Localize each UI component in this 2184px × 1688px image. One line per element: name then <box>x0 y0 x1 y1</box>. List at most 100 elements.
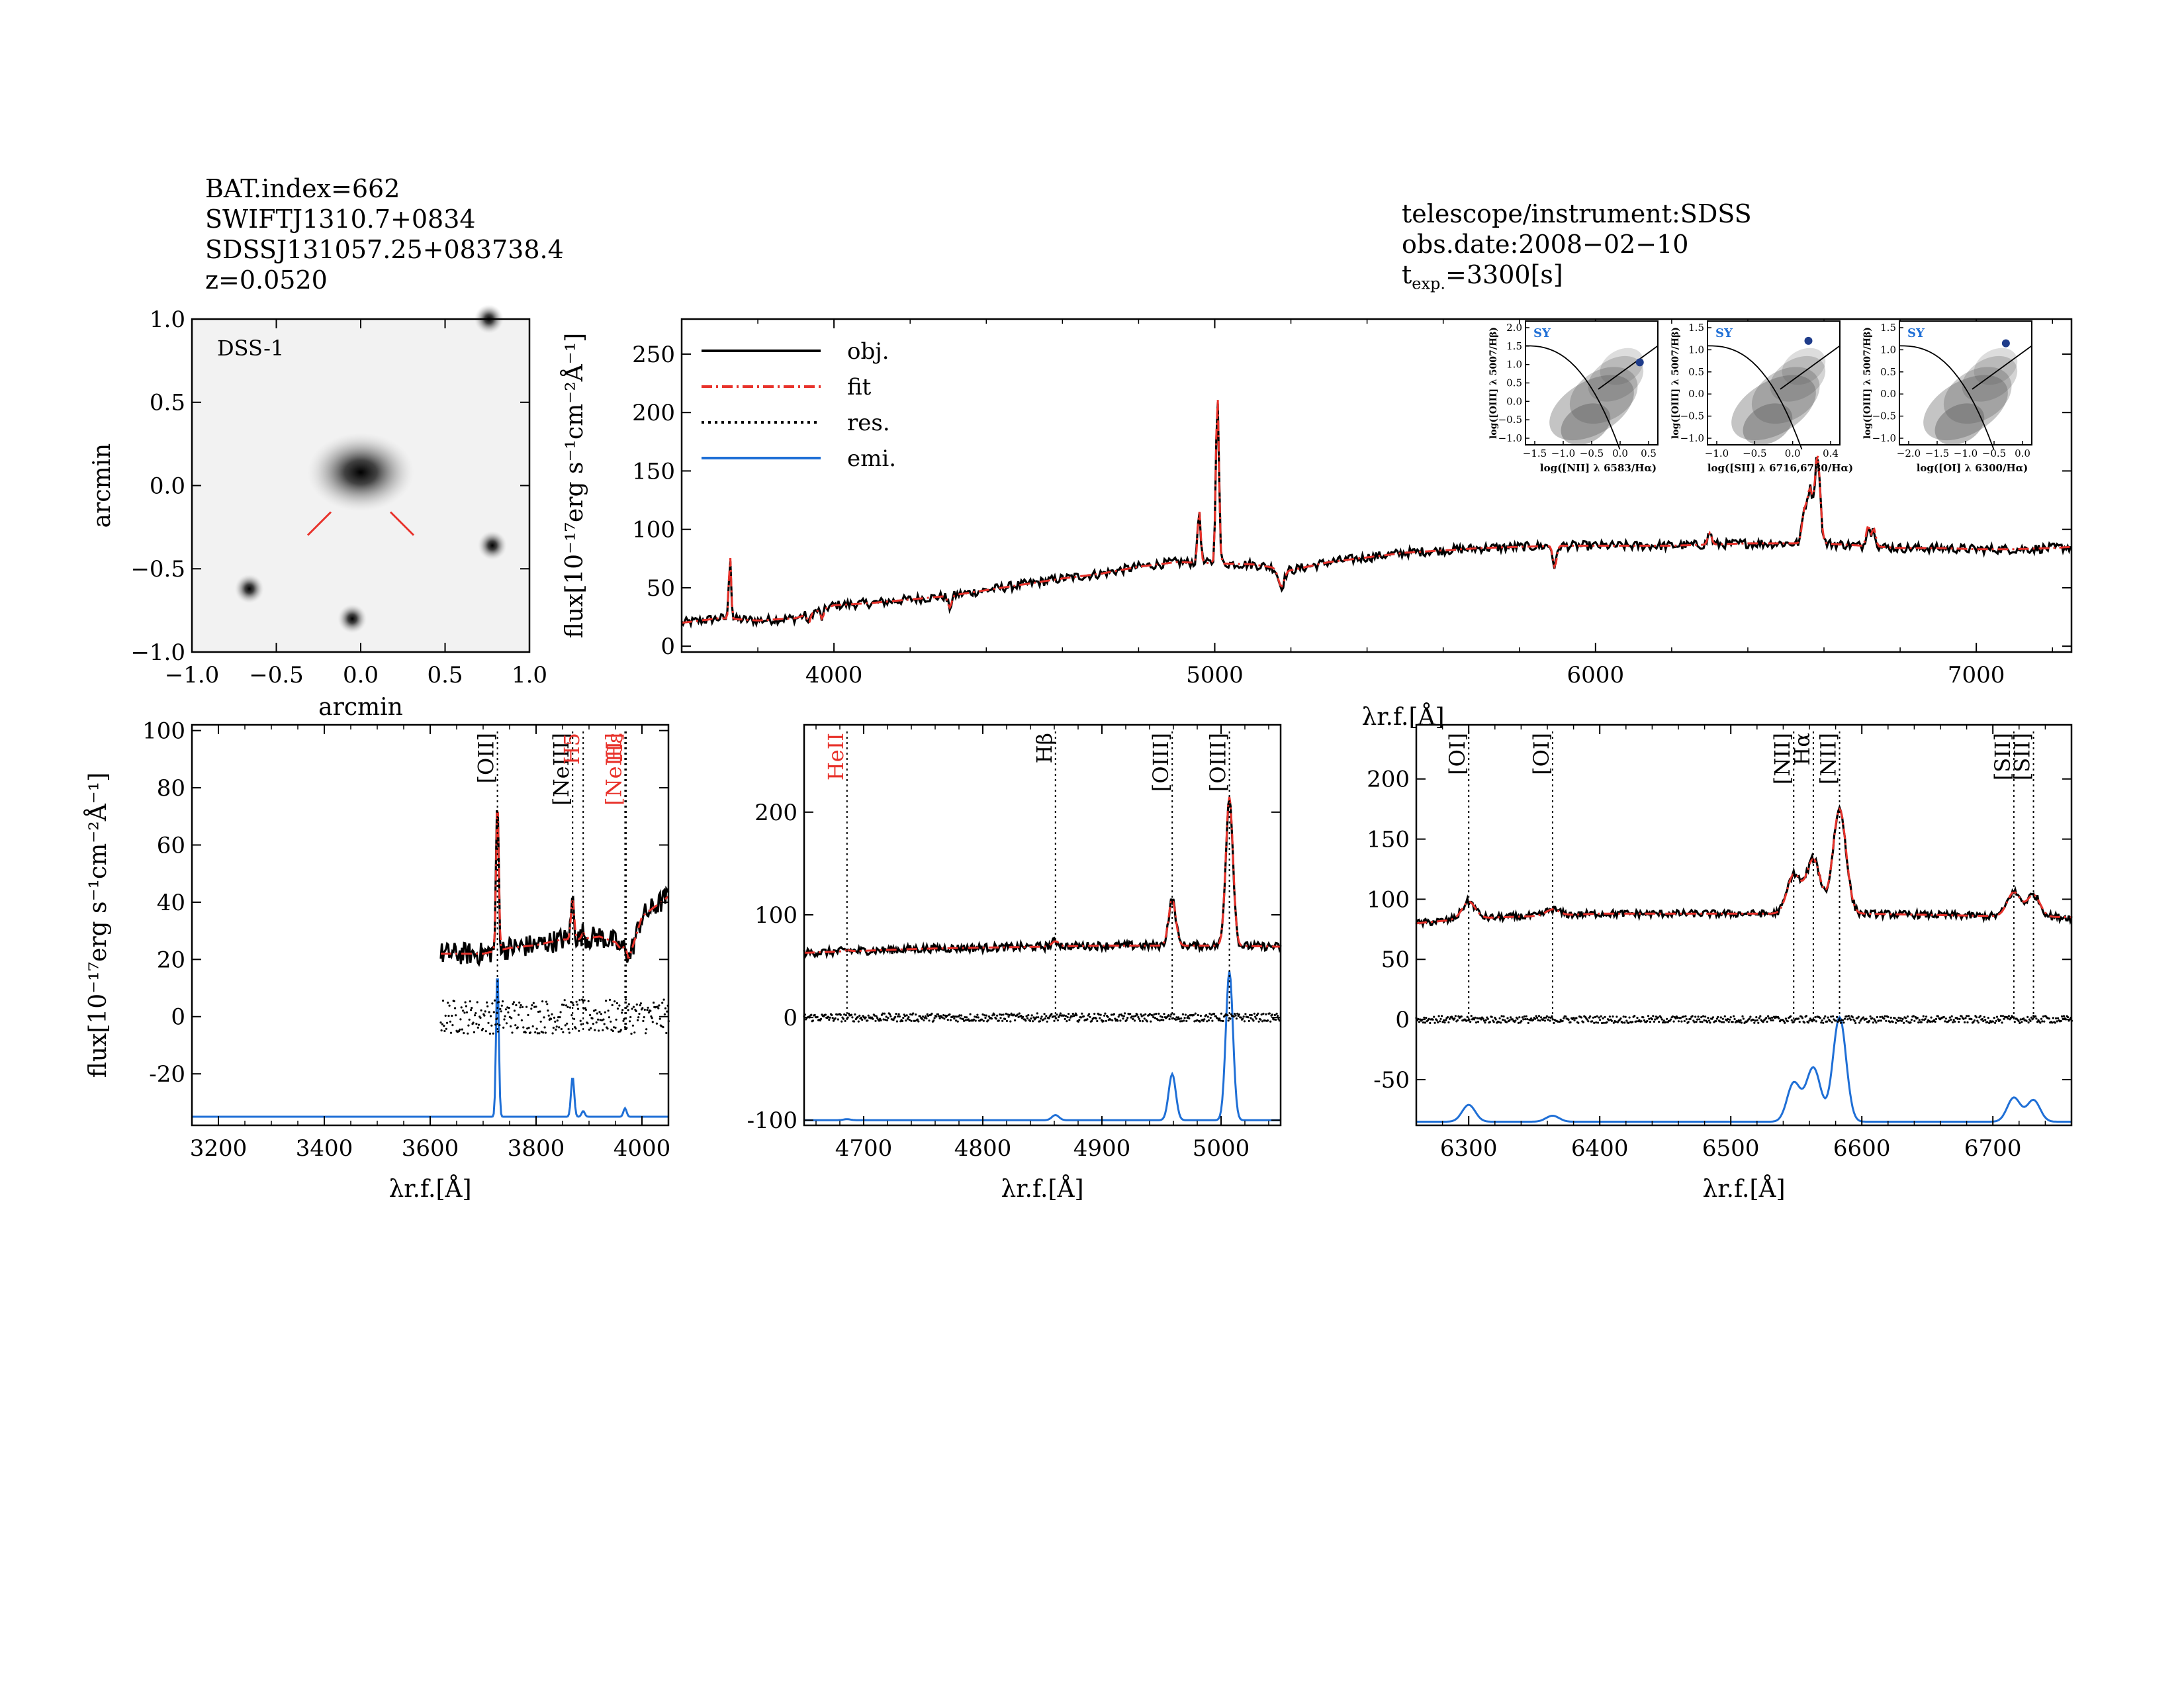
bpt-oi-xlabel: log([OI] λ 6300/Hα) <box>1917 462 2028 474</box>
zoom-oiii-residual-point <box>953 1017 956 1020</box>
zoom-oii-residual-point <box>551 1013 553 1015</box>
bpt-oi-panel: SY −2.0 −1.5 −1.0 −0.5 0.0 1.5 1.0 0.5 0.0 −0.5 −1.… <box>1862 320 2032 474</box>
zoom-halpha-residual-point <box>1811 1020 1813 1023</box>
zoom-oiii-residual-point <box>1032 1020 1034 1023</box>
zoom-halpha-xtick-label: 6600 <box>1833 1135 1891 1162</box>
zoom-halpha-residual-point <box>1753 1021 1756 1024</box>
zoom-halpha-residual-point <box>1952 1021 1954 1023</box>
zoom-halpha-residual-point <box>1474 1016 1477 1019</box>
zoom-oii-residual-point <box>595 1021 598 1024</box>
zoom-halpha-residual-point <box>1537 1019 1539 1021</box>
bpt-nii-kewley-curve <box>1525 345 1621 450</box>
zoom-halpha-residual-point <box>1767 1015 1770 1017</box>
zoom-oiii-residual-point <box>839 1013 842 1016</box>
zoom-oiii-residual-point <box>1153 1013 1156 1015</box>
zoom-oii-residual-point <box>491 1002 494 1005</box>
zoom-oiii-residual-point <box>907 1016 910 1019</box>
zoom-oiii-residual-point <box>1107 1015 1109 1018</box>
full-spectrum-series-fit <box>681 399 2071 624</box>
zoom-oiii-residual-point <box>1097 1013 1101 1016</box>
zoom-halpha-residual-point <box>2005 1015 2008 1019</box>
zoom-oiii-residual-point <box>1142 1020 1144 1023</box>
zoom-oii-residual-point <box>510 1017 513 1019</box>
zoom-halpha-residual-point <box>1651 1018 1653 1021</box>
zoom-halpha-residual-point <box>1565 1015 1567 1018</box>
zoom-halpha-residual-point <box>1702 1015 1705 1017</box>
zoom-oiii-residual-point <box>844 1014 847 1017</box>
zoom-halpha-residual-point <box>1580 1016 1583 1019</box>
zoom-oiii-residual-point <box>1086 1018 1089 1021</box>
zoom-oii-residual-point <box>560 1027 563 1031</box>
dss-panel-label: DSS-1 <box>217 336 284 361</box>
zoom-oiii-residual-point <box>905 1019 907 1022</box>
zoom-halpha-residual-point <box>1729 1018 1731 1021</box>
zoom-halpha-residual-point <box>1829 1019 1831 1022</box>
zoom-halpha-residual-point <box>1476 1017 1479 1019</box>
zoom-oiii-residual-point <box>1213 1012 1216 1015</box>
zoom-halpha-residual-point <box>1614 1020 1617 1023</box>
zoom-halpha-residual-point <box>1966 1021 1969 1024</box>
zoom-oii-residual-point <box>497 1001 500 1004</box>
zoom-oiii-residual-point <box>1068 1013 1070 1015</box>
zoom-halpha-xtick-label: 6700 <box>1964 1135 2022 1162</box>
zoom-halpha-residual-point <box>1754 1019 1756 1022</box>
zoom-oiii-residual-point <box>850 1013 853 1016</box>
zoom-halpha-residual-point <box>1707 1017 1709 1019</box>
zoom-halpha-residual-point <box>1723 1015 1726 1017</box>
bpt-nii-bg <box>1525 321 1658 445</box>
zoom-oiii-residual-point <box>949 1019 952 1021</box>
zoom-oii-residual-point <box>470 1009 473 1011</box>
zoom-oiii-residual-point <box>811 1019 815 1022</box>
zoom-oiii-residual-point <box>836 1013 839 1016</box>
zoom-halpha-residual-point <box>1697 1015 1700 1018</box>
zoom-oiii-residual-point <box>1151 1014 1154 1017</box>
zoom-halpha-residual-point <box>1782 1020 1785 1023</box>
zoom-oiii-residual-point <box>941 1016 944 1019</box>
zoom-oii-residual-point <box>663 1013 666 1015</box>
zoom-oiii-residual-point <box>1118 1013 1121 1016</box>
zoom-oiii-residual-point <box>1056 1013 1058 1016</box>
zoom-halpha-residual-point <box>2003 1017 2005 1020</box>
zoom-oiii-residual-point <box>1037 1016 1040 1019</box>
zoom-halpha-residual-point <box>1995 1015 1999 1018</box>
zoom-halpha-residual-point <box>1815 1020 1817 1023</box>
zoom-oiii-residual-point <box>1158 1019 1161 1022</box>
zoom-halpha-residual-point <box>1572 1017 1575 1019</box>
zoom-halpha-residual-point <box>1719 1016 1722 1019</box>
zoom-halpha-residual-point <box>1752 1018 1754 1021</box>
zoom-oii-residual-point <box>643 1016 645 1019</box>
zoom-halpha-residual-point <box>1425 1017 1428 1019</box>
zoom-oii-residual-point <box>477 1026 479 1029</box>
zoom-oii-residual-point <box>566 1022 569 1025</box>
zoom-halpha-residual-point <box>1731 1021 1734 1023</box>
zoom-oiii-xlabel: λr.f.[Å] <box>1001 1175 1083 1203</box>
zoom-oiii-residual-point <box>827 1015 829 1018</box>
zoom-oii-residual-point <box>459 1018 462 1021</box>
zoom-oiii-residual-point <box>1075 1014 1078 1017</box>
zoom-halpha-residual-point <box>1899 1017 1902 1019</box>
dss-ylabel: arcmin <box>89 444 116 528</box>
zoom-oiii-residual-point <box>984 1017 987 1019</box>
zoom-halpha-residual-point <box>1654 1018 1657 1021</box>
zoom-oiii-residual-point <box>927 1015 930 1017</box>
zoom-oii-residual-point <box>586 1022 589 1025</box>
zoom-oiii-residual-point <box>1203 1018 1206 1021</box>
bpt-nii-xtick-label: −1.0 <box>1551 447 1575 459</box>
zoom-halpha-residual-point <box>1517 1021 1520 1024</box>
zoom-oii-residual-point <box>578 999 581 1002</box>
zoom-oiii-residual-point <box>991 1014 994 1017</box>
zoom-oiii-residual-point <box>990 1017 993 1020</box>
zoom-oiii-residual-point <box>1179 1020 1181 1023</box>
zoom-oii-residual-point <box>598 1029 600 1032</box>
zoom-halpha-residual-point <box>1539 1016 1543 1019</box>
zoom-oii-residual-point <box>630 1033 633 1035</box>
zoom-halpha-residual-point <box>1549 1019 1551 1022</box>
zoom-halpha-residual-point <box>1610 1019 1613 1022</box>
zoom-halpha-residual-point <box>1954 1020 1956 1023</box>
obs-date-text: obs.date:2008−02−10 <box>1402 230 1689 259</box>
zoom-halpha-residual-point <box>1482 1017 1484 1020</box>
zoom-oiii-residual-point <box>909 1013 912 1015</box>
zoom-oii-residual-point <box>655 1022 659 1025</box>
